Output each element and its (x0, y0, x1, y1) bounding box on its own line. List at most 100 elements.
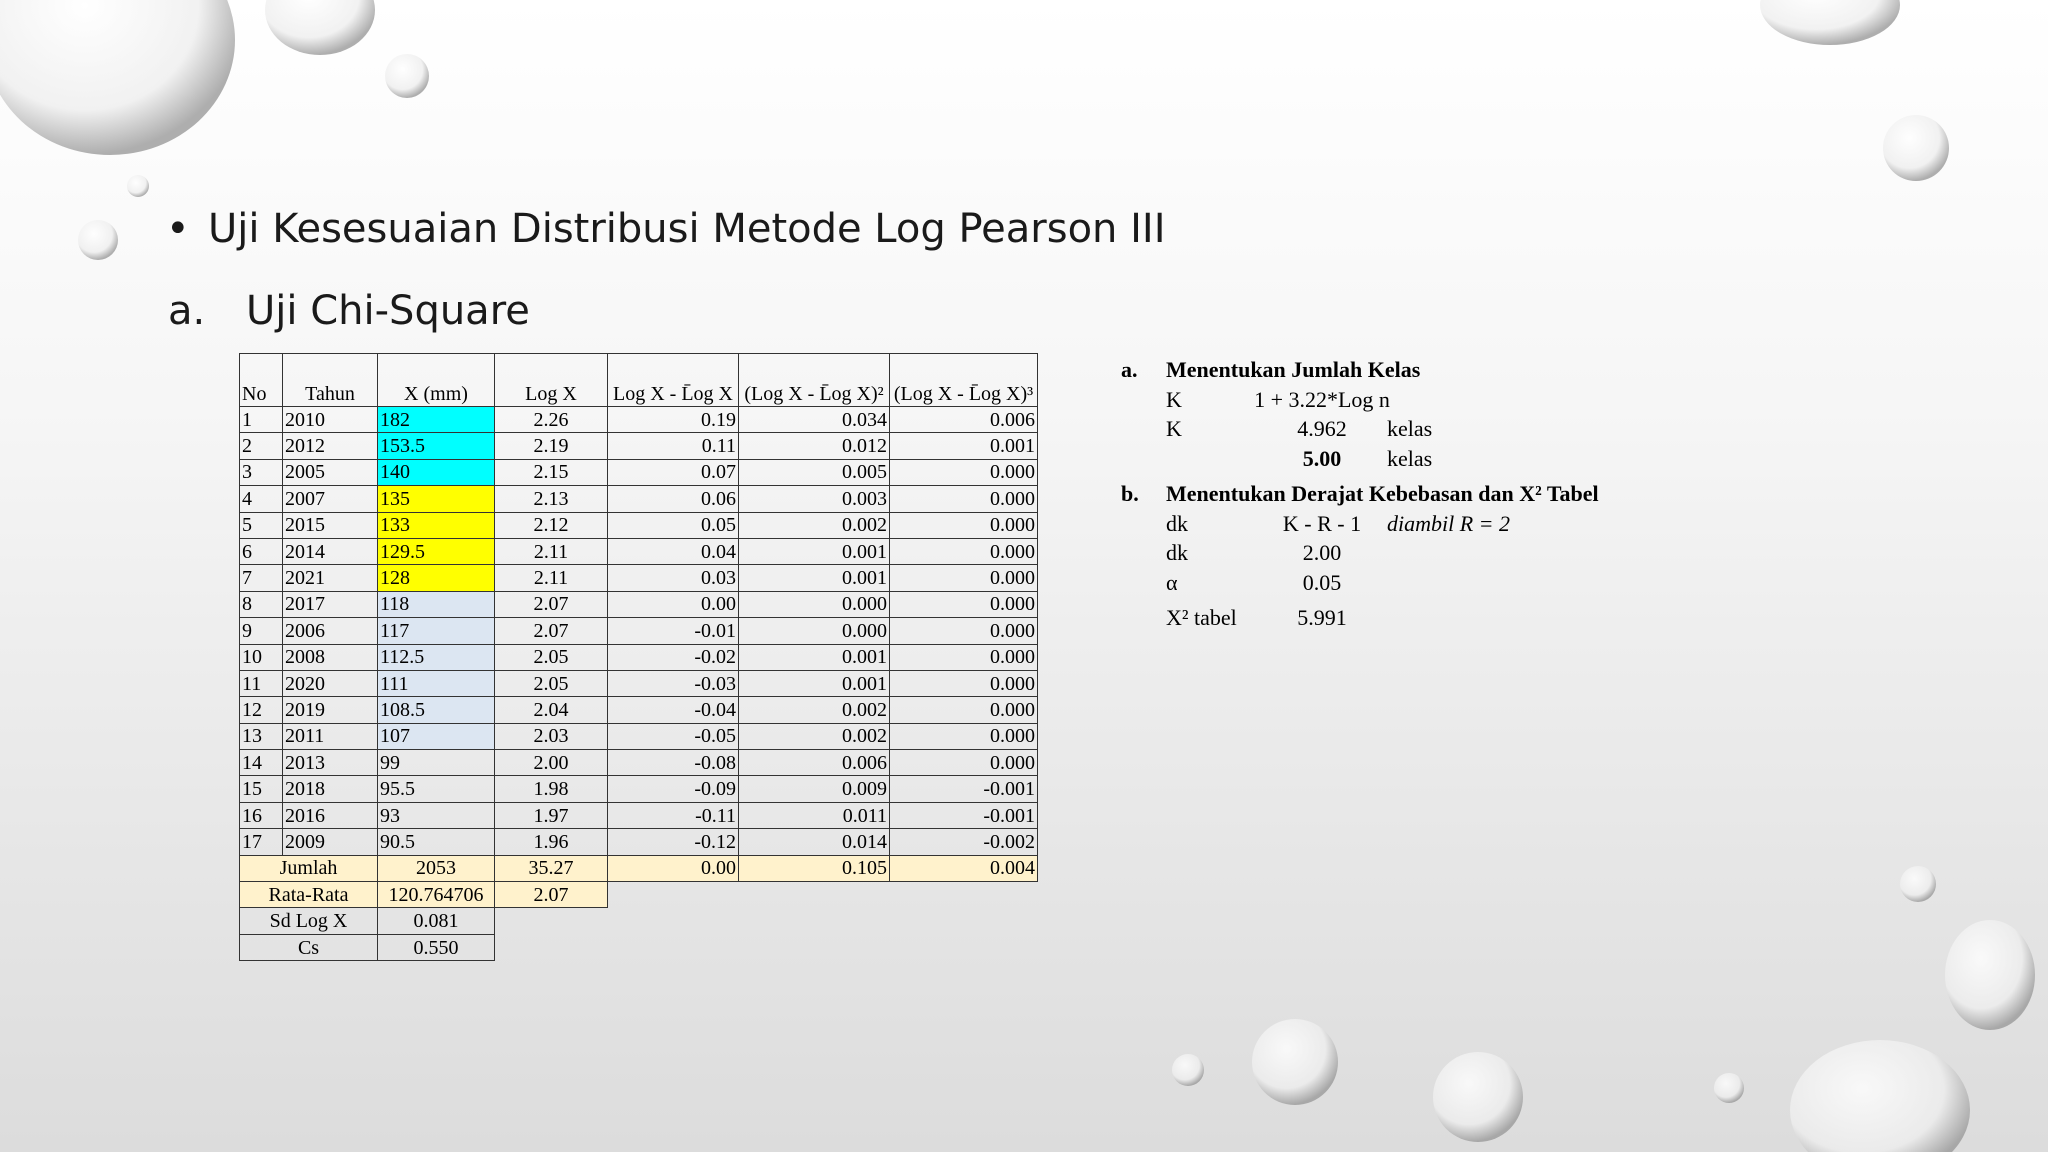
table-cell: 2.05 (494, 669, 608, 698)
table-cell: 0.000 (889, 643, 1038, 671)
data-table: No Tahun X (mm) Log X Log X - L̄og X (Log X -… (239, 353, 1038, 962)
table-cell: 2011 (282, 722, 378, 751)
table-cell: 2018 (282, 775, 378, 803)
table-cell: 2.11 (494, 537, 608, 566)
heading-marker: a. (168, 288, 206, 334)
header-cell: Tahun (282, 353, 378, 407)
table-cell: 13 (239, 722, 283, 751)
empty-cell (890, 908, 1038, 934)
table-cell: 4 (239, 485, 283, 513)
table-cell: 12 (239, 696, 283, 724)
table-cell: 0.003 (738, 485, 890, 513)
empty-cell (739, 882, 890, 908)
table-cell: 93 (377, 801, 495, 830)
line-label: K (1166, 386, 1182, 412)
section-title: Menentukan Jumlah Kelas (1166, 357, 1421, 382)
summary-row: Jumlah 2053 35.27 0.00 0.105 0.004 (239, 854, 1038, 883)
table-cell: 0.000 (889, 537, 1038, 566)
table-cell: 0.11 (607, 432, 739, 460)
line-label: K (1166, 416, 1182, 441)
table-cell: 2.07 (494, 617, 608, 645)
table-cell: 2.12 (494, 511, 608, 539)
table-cell: 0.05 (607, 511, 739, 539)
table-cell: 111 (377, 669, 495, 698)
table-cell: 0.000 (738, 617, 890, 645)
line-value: 1 + 3.22*Log n (1254, 386, 1390, 412)
summary-row: Cs 0.550 (239, 933, 1038, 962)
summary-label: Jumlah (239, 854, 378, 883)
table-row: 14 2013 99 2.00 -0.08 0.006 0.000 (239, 749, 1038, 777)
summary-row: Rata-Rata 120.764706 2.07 (239, 881, 1038, 909)
table-cell: 2012 (282, 432, 378, 460)
empty-cell (890, 934, 1038, 960)
table-row: 16 2016 93 1.97 -0.11 0.011 -0.001 (239, 801, 1038, 830)
empty-cell (739, 934, 890, 960)
header-cell: (Log X - L̄og X)³ (889, 353, 1038, 407)
summary-value: 0.105 (738, 854, 890, 883)
summary-value: 120.764706 (377, 881, 495, 909)
bullet-text: Uji Kesesuaian Distribusi Metode Log Pea… (208, 206, 1166, 252)
table-cell: 2021 (282, 564, 378, 592)
table-row: 11 2020 111 2.05 -0.03 0.001 0.000 (239, 669, 1038, 698)
table-cell: 0.000 (889, 458, 1038, 487)
table-cell: 2019 (282, 696, 378, 724)
table-cell: -0.11 (607, 801, 739, 830)
table-cell: 90.5 (377, 828, 495, 856)
empty-cell (495, 908, 608, 934)
table-cell: 3 (239, 458, 283, 487)
table-row: 8 2017 118 2.07 0.00 0.000 0.000 (239, 590, 1038, 619)
table-cell: 0.009 (738, 775, 890, 803)
table-cell: 0.001 (889, 432, 1038, 460)
table-cell: 0.006 (889, 405, 1038, 434)
section-marker: a. (1121, 357, 1138, 382)
table-cell: 16 (239, 801, 283, 830)
table-cell: -0.08 (607, 749, 739, 777)
header-cell: (Log X - L̄og X)² (738, 353, 890, 407)
table-cell: 0.000 (889, 564, 1038, 592)
table-cell: 0.012 (738, 432, 890, 460)
table-cell: 1.97 (494, 801, 608, 830)
table-cell: 0.03 (607, 564, 739, 592)
empty-cell (608, 934, 739, 960)
table-cell: 9 (239, 617, 283, 645)
table-row: 10 2008 112.5 2.05 -0.02 0.001 0.000 (239, 643, 1038, 671)
line-value: K - R - 1 (1282, 510, 1362, 536)
table-cell: 118 (377, 590, 495, 619)
table-cell: 2015 (282, 511, 378, 539)
table-cell: -0.05 (607, 722, 739, 751)
table-row: 12 2019 108.5 2.04 -0.04 0.002 0.000 (239, 696, 1038, 724)
table-cell: 15 (239, 775, 283, 803)
table-cell: 7 (239, 564, 283, 592)
header-cell: Log X (494, 353, 608, 407)
table-cell: 2010 (282, 405, 378, 434)
table-cell: 0.000 (889, 669, 1038, 698)
table-cell: 0.00 (607, 590, 739, 619)
table-row: 2 2012 153.5 2.19 0.11 0.012 0.001 (239, 432, 1038, 460)
table-cell: 2016 (282, 801, 378, 830)
table-cell: 2 (239, 432, 283, 460)
table-cell: 0.001 (738, 537, 890, 566)
summary-label: Rata-Rata (239, 881, 378, 909)
table-row: 3 2005 140 2.15 0.07 0.005 0.000 (239, 458, 1038, 487)
table-cell: 0.001 (738, 643, 890, 671)
table-cell: 2.07 (494, 590, 608, 619)
summary-label: Sd Log X (239, 907, 378, 935)
table-cell: 2014 (282, 537, 378, 566)
empty-cell (890, 882, 1038, 908)
table-cell: 0.06 (607, 485, 739, 513)
table-cell: 2005 (282, 458, 378, 487)
empty-cell (608, 908, 739, 934)
table-cell: 2.15 (494, 458, 608, 487)
table-cell: 0.001 (738, 669, 890, 698)
table-cell: 5 (239, 511, 283, 539)
table-cell: -0.002 (889, 828, 1038, 856)
table-cell: 1.96 (494, 828, 608, 856)
line-note: diambil R = 2 (1387, 510, 1511, 536)
table-cell: -0.01 (607, 617, 739, 645)
header-cell: No (239, 353, 283, 407)
bullet-dot: • (166, 206, 190, 252)
line-label: X² tabel (1166, 605, 1237, 630)
table-cell: 0.07 (607, 458, 739, 487)
table-cell: 2.03 (494, 722, 608, 751)
